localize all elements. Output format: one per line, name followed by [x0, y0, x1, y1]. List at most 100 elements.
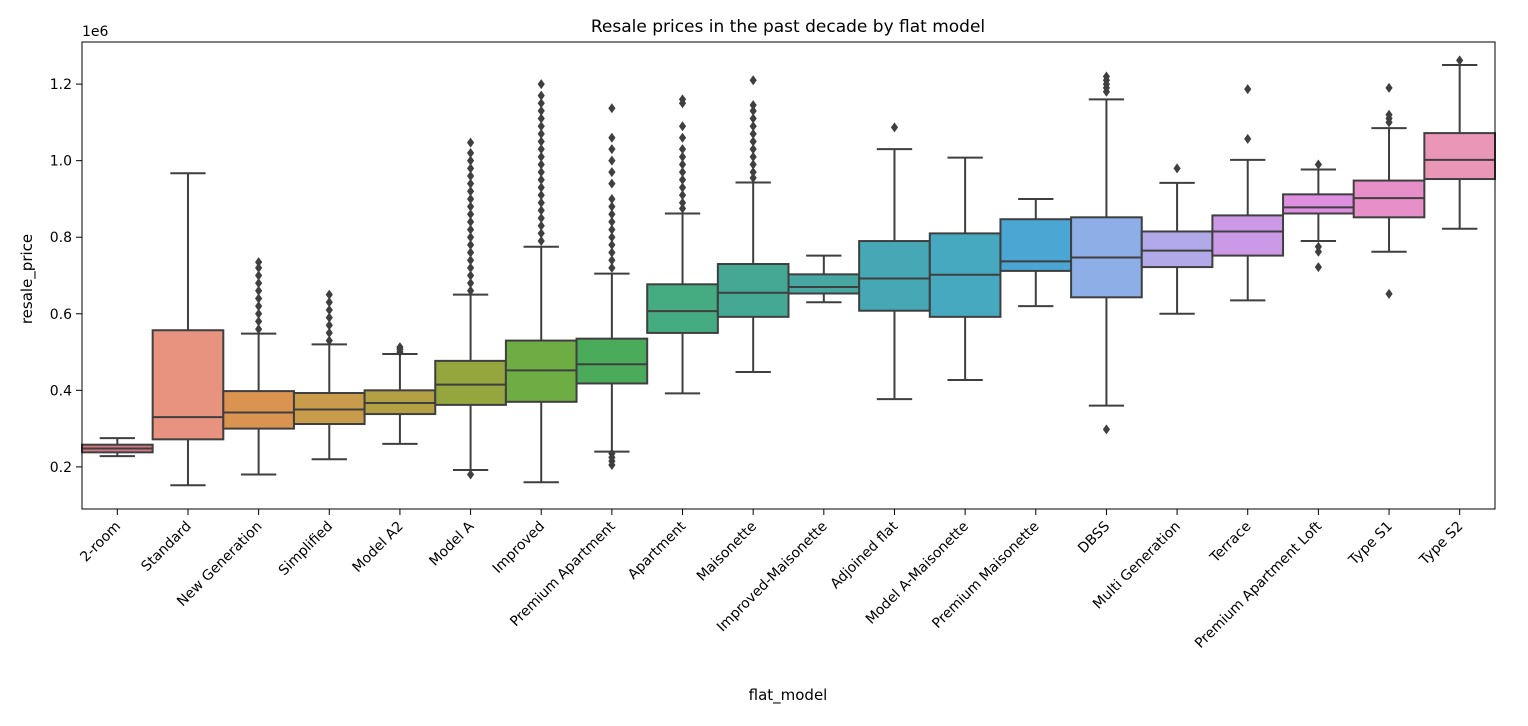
outlier-point: [255, 262, 263, 273]
outlier-point: [678, 132, 687, 143]
iqr-box: [151, 329, 225, 441]
outlier-point: [678, 174, 687, 185]
outlier-point: [537, 151, 545, 162]
outlier-point: [255, 270, 263, 281]
outlier-point: [678, 151, 687, 162]
y-tick-label: 1.0: [50, 154, 72, 170]
outlier-point: [466, 201, 475, 212]
outlier-point: [255, 293, 263, 304]
outlier-point: [466, 255, 475, 266]
outlier-point: [537, 136, 545, 147]
outlier-point: [608, 239, 616, 250]
outlier-point: [537, 113, 545, 124]
outlier-point: [537, 144, 545, 155]
outlier-point: [608, 232, 616, 243]
outlier-point: [537, 190, 545, 201]
outlier-point: [749, 151, 757, 162]
outlier-point: [608, 178, 616, 189]
iqr-box: [575, 337, 649, 385]
outlier-point: [749, 136, 757, 147]
outlier-point: [608, 209, 616, 220]
outlier-point: [1173, 163, 1181, 174]
outlier-point: [537, 98, 545, 109]
outlier-point: [255, 324, 263, 335]
outlier-point: [466, 170, 475, 181]
outlier-point: [466, 155, 475, 166]
y-offset-label: 1e6: [82, 24, 109, 40]
y-tick-label: 1.2: [50, 77, 72, 93]
outlier-point: [255, 316, 263, 327]
outlier-point: [466, 178, 475, 189]
box-group-new-generation: [222, 257, 295, 476]
outlier-point: [678, 197, 687, 208]
iqr-box: [1211, 214, 1285, 257]
outlier-point: [1385, 288, 1393, 299]
outlier-point: [537, 228, 545, 239]
plot-area-frame: [81, 41, 1496, 510]
outlier-point: [466, 239, 475, 250]
outlier-point: [749, 75, 757, 86]
outlier-point: [255, 301, 263, 312]
outlier-point: [608, 247, 616, 258]
outlier-point: [608, 224, 616, 235]
outlier-point: [466, 270, 475, 281]
outlier-point: [325, 312, 333, 323]
outlier-point: [608, 144, 616, 155]
outlier-point: [678, 182, 687, 193]
box-group-standard: [151, 172, 225, 487]
outlier-point: [749, 159, 757, 170]
outlier-point: [749, 113, 757, 124]
outlier-point: [1102, 424, 1111, 435]
outlier-point: [537, 159, 545, 170]
outlier-point: [537, 79, 545, 90]
chart-title: Resale prices in the past decade by flat…: [591, 17, 985, 37]
outlier-point: [466, 216, 475, 227]
outlier-point: [1385, 82, 1393, 93]
outlier-point: [466, 148, 475, 159]
outlier-point: [325, 327, 333, 338]
outlier-point: [466, 137, 475, 148]
box-group-dbss: [1070, 71, 1143, 435]
y-tick-label: 0.2: [50, 460, 72, 476]
outlier-point: [537, 128, 545, 139]
outlier-point: [466, 232, 475, 243]
outlier-point: [325, 289, 333, 300]
outlier-point: [537, 90, 545, 101]
iqr-box: [646, 283, 719, 334]
outlier-point: [678, 159, 687, 170]
outlier-point: [255, 278, 263, 289]
iqr-box: [787, 273, 861, 295]
y-tick-label: 0.6: [50, 307, 72, 323]
outlier-point: [678, 203, 687, 214]
outlier-point: [1456, 55, 1464, 66]
outlier-point: [678, 144, 687, 155]
iqr-box: [1140, 230, 1214, 269]
box-group-improved: [504, 79, 578, 484]
y-tick-label: 0.4: [50, 383, 72, 399]
outlier-point: [678, 121, 687, 132]
iqr-box: [858, 240, 931, 312]
outlier-point: [608, 167, 616, 178]
box-group-premium-apartment: [575, 103, 649, 470]
outlier-point: [749, 121, 757, 132]
box-group-premium-maisonette: [999, 197, 1073, 308]
box-group-terrace: [1211, 84, 1285, 302]
outlier-point: [325, 304, 333, 315]
outlier-point: [537, 236, 545, 247]
outlier-point: [749, 128, 757, 139]
y-axis-label: resale_price: [18, 234, 37, 324]
outlier-point: [1244, 84, 1252, 95]
outlier-point: [749, 172, 757, 183]
outlier-point: [608, 262, 616, 273]
outlier-point: [537, 121, 545, 132]
outlier-point: [1314, 159, 1322, 170]
box-group-maisonette: [716, 75, 790, 373]
outlier-point: [537, 197, 545, 208]
outlier-point: [749, 167, 757, 178]
outlier-point: [890, 122, 899, 133]
outlier-point: [537, 182, 545, 193]
outlier-point: [466, 469, 475, 480]
outlier-point: [749, 100, 757, 111]
